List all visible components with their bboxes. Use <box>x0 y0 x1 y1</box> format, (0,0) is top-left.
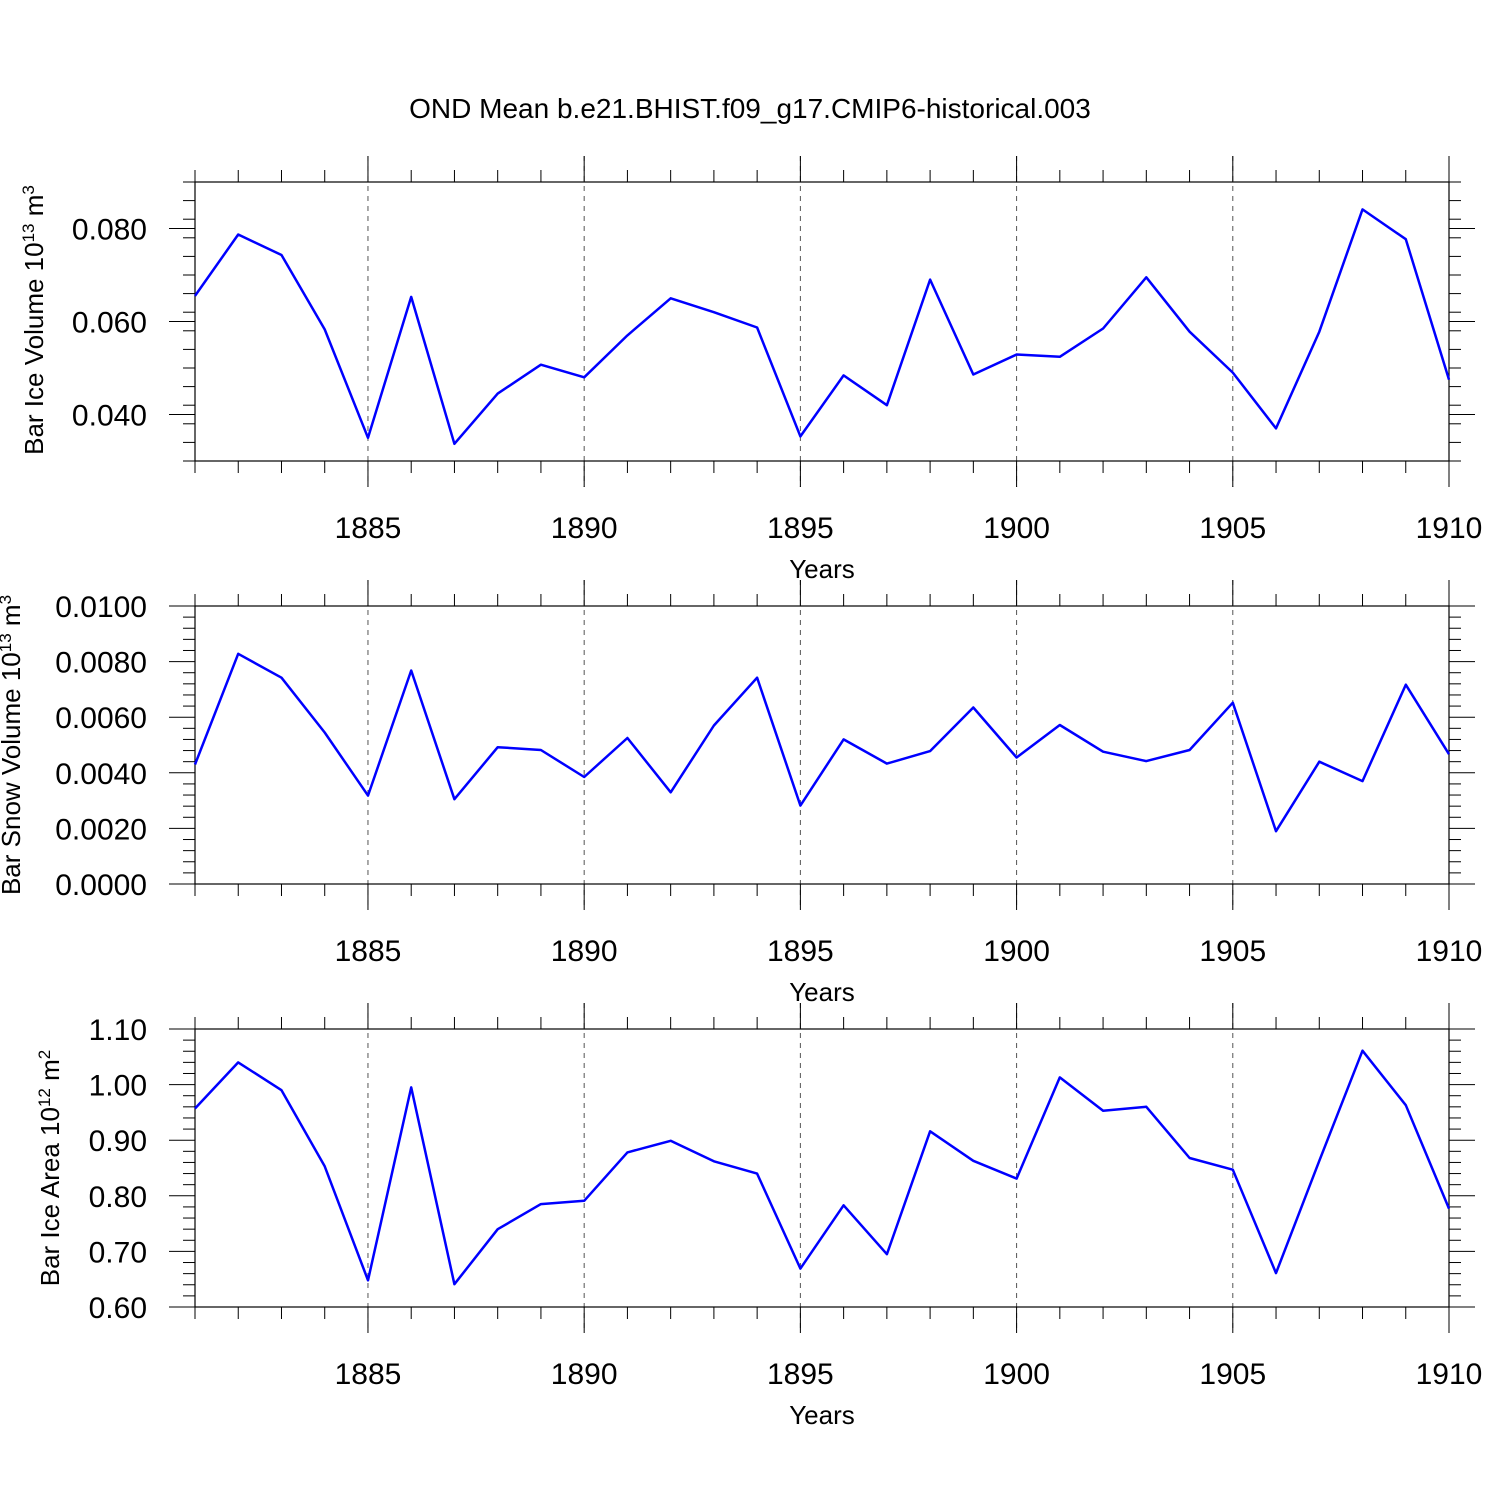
x-tick-label: 1910 <box>1416 935 1483 968</box>
y-tick-label: 0.0080 <box>55 647 147 680</box>
y-axis-title-unit-exponent: 3 <box>0 595 15 604</box>
y-tick-label: 1.00 <box>89 1070 147 1103</box>
x-tick-label: 1900 <box>983 1358 1050 1391</box>
y-tick-label: 0.060 <box>72 307 147 340</box>
x-tick-label: 1905 <box>1199 1358 1266 1391</box>
chart-panel-1: 0.040 0.060 0.080 1885 1890 1895 1900 1905 1910 Y… <box>19 156 1483 584</box>
y-tick-label: 0.80 <box>89 1181 147 1214</box>
x-axis-title: Years <box>789 554 855 584</box>
plot-frame <box>195 182 1449 461</box>
y-axis-title: Bar Ice Area 1012 m2 <box>35 1050 66 1287</box>
y-axis-title-exponent: 13 <box>0 633 15 652</box>
plot-frame <box>195 606 1449 884</box>
y-axis-title-unit-exponent: 3 <box>19 185 38 194</box>
y-axis-title-unit: m <box>0 604 26 633</box>
y-axis-title: Bar Ice Volume 1013 m3 <box>19 185 50 455</box>
y-axis-title-text: Bar Ice Area 10 <box>35 1107 65 1286</box>
y-axis-title: Bar Snow Volume 1013 m3 <box>0 595 26 895</box>
y-tick-label: 0.0000 <box>55 869 147 902</box>
y-tick-label: 0.90 <box>89 1125 147 1158</box>
x-tick-label: 1905 <box>1199 935 1266 968</box>
y-tick-label: 0.0060 <box>55 702 147 735</box>
series-line <box>195 1051 1449 1285</box>
x-axis-title: Years <box>789 1400 855 1430</box>
y-axis-title-unit: m <box>35 1059 65 1088</box>
figure-title: OND Mean b.e21.BHIST.f09_g17.CMIP6-histo… <box>409 93 1091 124</box>
x-tick-label: 1905 <box>1199 512 1266 545</box>
chart-panel-3: 0.60 0.70 0.80 0.90 1.00 1.10 1885 1890 1895 1900… <box>35 1003 1483 1430</box>
x-tick-label: 1890 <box>551 512 618 545</box>
y-axis-title-unit-exponent: 2 <box>35 1050 54 1059</box>
y-tick-label: 1.10 <box>89 1014 147 1047</box>
y-axis-title-text: Bar Snow Volume 10 <box>0 652 26 895</box>
x-tick-label: 1895 <box>767 1358 834 1391</box>
y-tick-label: 0.080 <box>72 214 147 247</box>
y-tick-label: 0.60 <box>89 1292 147 1325</box>
y-axis-title-exponent: 12 <box>35 1088 54 1107</box>
series-line <box>195 209 1449 443</box>
plot-frame <box>195 1029 1449 1307</box>
x-tick-label: 1890 <box>551 1358 618 1391</box>
x-tick-label: 1885 <box>335 512 402 545</box>
y-tick-label: 0.70 <box>89 1236 147 1269</box>
chart-panel-2: 0.0000 0.0020 0.0040 0.0060 0.0080 0.0100 1885… <box>0 580 1482 1007</box>
x-tick-label: 1910 <box>1416 1358 1483 1391</box>
y-tick-label: 0.040 <box>72 400 147 433</box>
x-tick-label: 1885 <box>335 1358 402 1391</box>
x-tick-label: 1895 <box>767 512 834 545</box>
x-tick-label: 1895 <box>767 935 834 968</box>
y-tick-label: 0.0020 <box>55 813 147 846</box>
y-axis-title-unit: m <box>19 195 49 224</box>
y-axis-title-text: Bar Ice Volume 10 <box>19 242 49 454</box>
x-tick-label: 1910 <box>1416 512 1483 545</box>
x-axis-title: Years <box>789 977 855 1007</box>
y-axis-title-exponent: 13 <box>19 223 38 242</box>
y-tick-label: 0.0040 <box>55 758 147 791</box>
x-tick-label: 1900 <box>983 935 1050 968</box>
x-tick-label: 1885 <box>335 935 402 968</box>
series-line <box>195 654 1449 831</box>
x-tick-label: 1890 <box>551 935 618 968</box>
x-tick-label: 1900 <box>983 512 1050 545</box>
y-tick-label: 0.0100 <box>55 591 147 624</box>
